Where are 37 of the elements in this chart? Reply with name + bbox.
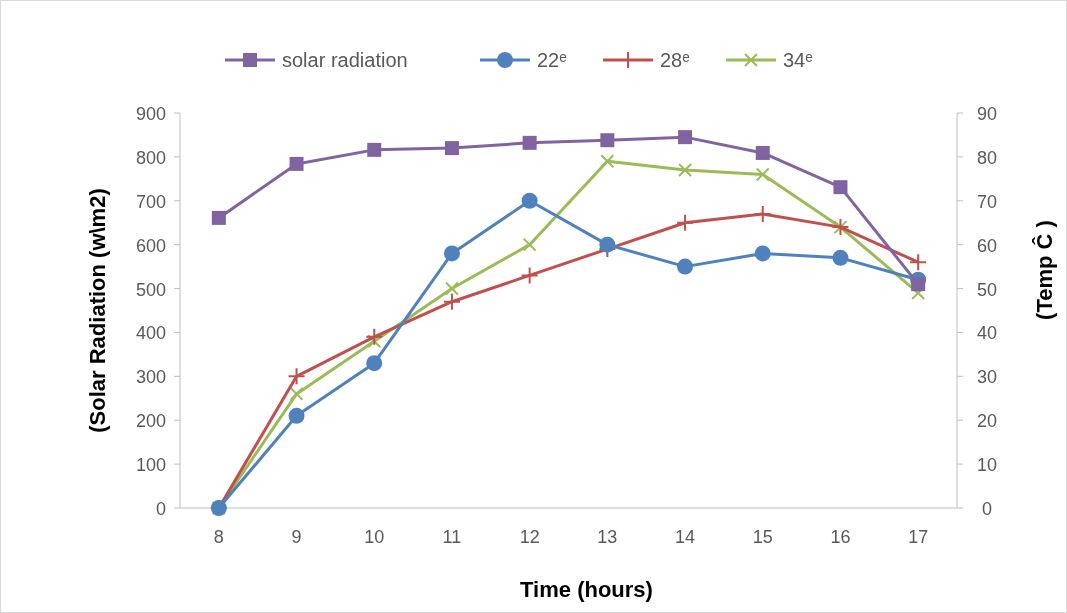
y-tick-label: 300 [135, 367, 166, 388]
x-tick-label: 9 [291, 527, 302, 547]
legend-label: 22ᵉ [537, 49, 567, 71]
x-tick-label: 14 [675, 527, 696, 547]
x-tick-label: 17 [908, 527, 929, 547]
y2-tick-label: 40 [976, 323, 998, 344]
y2-tick-label: 50 [976, 279, 998, 300]
x-tick-label: 11 [442, 527, 462, 547]
y-tick-label: 0 [155, 499, 166, 519]
y-tick-label: 600 [135, 235, 166, 256]
legend-label: 34ᵉ [783, 49, 813, 71]
y2-tick-label: 60 [976, 235, 998, 256]
x-tick-label: 8 [213, 527, 224, 547]
y-axis-title: (Solar Radiation (w\m2) [85, 188, 110, 433]
x-tick-label: 12 [519, 527, 540, 547]
y2-tick-label: 90 [976, 104, 998, 124]
legend-label: solar radiation [282, 49, 408, 71]
y-tick-label: 700 [135, 191, 166, 212]
y-tick-label: 500 [135, 279, 166, 300]
x-tick-label: 13 [597, 527, 618, 547]
x-axis-title: Time (hours) [520, 577, 653, 602]
y2-tick-label: 10 [976, 455, 998, 476]
x-tick-label: 10 [364, 527, 385, 547]
y2-tick-label: 30 [976, 367, 998, 388]
x-tick-label: 16 [830, 527, 851, 547]
y-tick-label: 900 [135, 104, 166, 124]
x-tick-label: 15 [752, 527, 773, 547]
y-tick-label: 100 [135, 455, 166, 476]
y-tick-label: 800 [135, 147, 166, 168]
legend-label: 28ᵉ [660, 49, 690, 71]
y2-tick-label: 20 [976, 411, 998, 432]
y2-axis-title: (Temp Ĉ ) [1032, 220, 1057, 320]
y2-tick-label: 70 [976, 191, 998, 212]
y2-tick-label: 0 [981, 499, 993, 519]
y-tick-label: 200 [135, 411, 166, 432]
y-tick-label: 400 [135, 323, 166, 344]
y2-tick-label: 80 [976, 147, 998, 168]
